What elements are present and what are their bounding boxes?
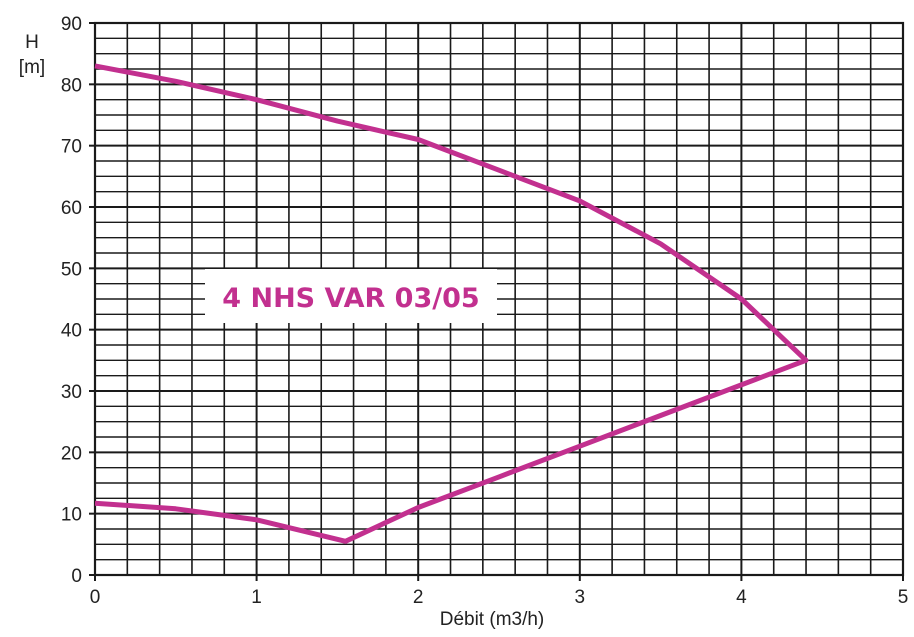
- y-tick-label: 30: [61, 382, 82, 403]
- x-axis-label: Débit (m3/h): [440, 609, 545, 630]
- model-label: 4 NHS VAR 03/05: [222, 283, 479, 314]
- x-tick-label: 0: [90, 587, 101, 608]
- series-layer: [94, 63, 809, 544]
- plot-frame: [93, 21, 905, 577]
- x-tick-label: 2: [413, 587, 424, 608]
- y-tick-label: 40: [61, 321, 82, 342]
- y-tick-label: 0: [71, 566, 82, 587]
- y-axis-label-h: H: [25, 32, 39, 53]
- y-tick-label: 20: [61, 443, 82, 464]
- y-tick-label: 10: [61, 505, 82, 526]
- x-tick-label: 3: [575, 587, 586, 608]
- x-tick-label: 4: [736, 587, 747, 608]
- y-tick-label: 90: [61, 14, 82, 35]
- x-tick-label: 5: [898, 587, 909, 608]
- y-axis-label-unit: [m]: [19, 57, 45, 78]
- series-line: [94, 63, 809, 544]
- x-tick-label: 1: [251, 587, 262, 608]
- y-tick-label: 50: [61, 259, 82, 280]
- y-tick-label: 70: [61, 137, 82, 158]
- model-label-box: 4 NHS VAR 03/05: [205, 269, 497, 323]
- y-tick-label: 60: [61, 198, 82, 219]
- y-tick-label: 80: [61, 75, 82, 96]
